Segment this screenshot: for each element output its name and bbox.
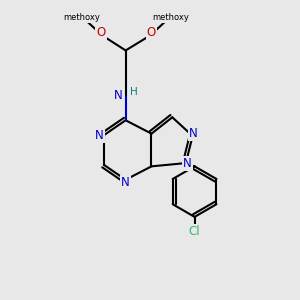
Text: Cl: Cl <box>189 225 200 238</box>
Text: methoxy: methoxy <box>63 13 100 22</box>
Text: O: O <box>147 26 156 39</box>
Text: N: N <box>95 129 104 142</box>
Text: N: N <box>121 176 130 189</box>
Text: methoxy: methoxy <box>152 13 189 22</box>
Text: N: N <box>183 157 191 170</box>
Text: H: H <box>130 87 138 97</box>
Text: N: N <box>114 88 123 101</box>
Text: N: N <box>189 127 197 140</box>
Text: O: O <box>96 26 106 39</box>
